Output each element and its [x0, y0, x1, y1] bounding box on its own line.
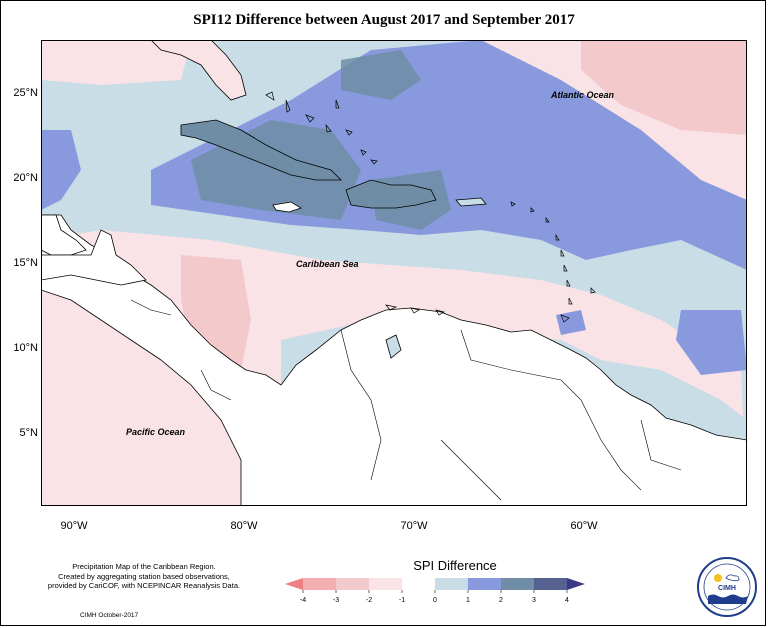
logo-sun-icon	[714, 574, 722, 582]
field-pink-ne-2	[581, 40, 747, 135]
legend-swatch	[369, 578, 402, 590]
legend-tick-label: 0	[433, 597, 437, 604]
lat-label-10n: 10°N	[13, 342, 38, 354]
lake-maracaibo	[385, 334, 402, 359]
legend-ticks: -4 -3 -2 -1 0 1 2 3 4	[300, 590, 569, 604]
lon-label-60w: 60°W	[570, 520, 598, 532]
lon-label-90w: 90°W	[60, 520, 88, 532]
border-brazil	[440, 439, 502, 501]
border-guyana	[580, 399, 642, 491]
legend-tick-label: -2	[366, 597, 372, 604]
legend-colorbar: -4 -3 -2 -1 0 1 2 3 4	[285, 578, 585, 604]
legend-tick-label: 3	[532, 597, 536, 604]
land-bahamas	[265, 91, 378, 165]
legend-swatch	[501, 578, 534, 590]
map-border	[41, 40, 747, 506]
legend-tick-label: -1	[399, 597, 405, 604]
logo-waves-icon	[708, 594, 748, 604]
land-lesser-antilles	[510, 201, 596, 323]
border-nicaragua	[130, 299, 172, 316]
description-line-3: provided by CariCOF, with NCEPINCAR Rean…	[47, 581, 241, 590]
description-line-2: Created by aggregating station based obs…	[58, 571, 230, 581]
field-gray-blue-bahamas	[341, 50, 421, 100]
lon-label-80w: 80°W	[230, 520, 258, 532]
logo-cloud-icon	[725, 574, 740, 582]
legend-tick-label: -3	[333, 597, 339, 604]
spi-difference-map: Atlantic Ocean Caribbean Sea Pacific Oce…	[41, 40, 747, 506]
lon-label-70w: 70°W	[400, 520, 428, 532]
legend-swatches	[285, 578, 585, 590]
logo-text: CIMH	[718, 585, 736, 592]
lat-label-25n: 25°N	[13, 87, 38, 99]
legend-swatch	[567, 578, 585, 590]
map-description: Precipitation Map of the Caribbean Regio…	[14, 562, 274, 591]
border-venezuela-south	[460, 329, 582, 401]
legend-tick-label: 4	[565, 597, 569, 604]
ocean-label-atlantic: Atlantic Ocean	[550, 90, 615, 100]
land-florida	[150, 40, 247, 101]
field-blue-west	[41, 130, 81, 210]
border-panama	[200, 369, 232, 401]
legend-tick-label: 1	[466, 597, 470, 604]
land-yucatan	[41, 214, 87, 256]
ocean-label-caribbean: Caribbean Sea	[296, 259, 359, 269]
land-hispaniola	[345, 179, 437, 209]
field-blue-east	[676, 310, 747, 375]
cimh-logo: CIMH	[697, 557, 757, 617]
field-pink-nw	[41, 40, 191, 85]
land-americas	[41, 214, 747, 506]
legend-swatch	[402, 578, 435, 590]
map-credit: CIMH October-2017	[80, 612, 139, 619]
ocean-label-pacific: Pacific Ocean	[126, 427, 186, 437]
legend-tick-label: -4	[300, 597, 306, 604]
land-jamaica	[272, 201, 302, 213]
legend-swatch	[534, 578, 567, 590]
legend-swatch	[468, 578, 501, 590]
legend-title: SPI Difference	[413, 558, 497, 573]
legend-swatch	[336, 578, 369, 590]
map-title: SPI12 Difference between August 2017 and…	[193, 12, 575, 28]
legend-tick-label: 2	[499, 597, 503, 604]
lat-label-5n: 5°N	[19, 427, 38, 439]
lat-label-20n: 20°N	[13, 172, 38, 184]
lat-label-15n: 15°N	[13, 257, 38, 269]
land-cuba	[180, 119, 342, 181]
legend-swatch	[435, 578, 468, 590]
legend-swatch	[285, 578, 303, 590]
legend-swatch	[303, 578, 336, 590]
land-abc-islands	[385, 304, 445, 316]
border-colombia-venezuela	[340, 329, 382, 481]
border-suriname	[640, 419, 682, 471]
land-puerto-rico	[455, 197, 487, 207]
description-line-1: Precipitation Map of the Caribbean Regio…	[72, 562, 216, 571]
field-blue-lesser-antilles	[541, 170, 641, 250]
land-central-america	[41, 229, 147, 286]
